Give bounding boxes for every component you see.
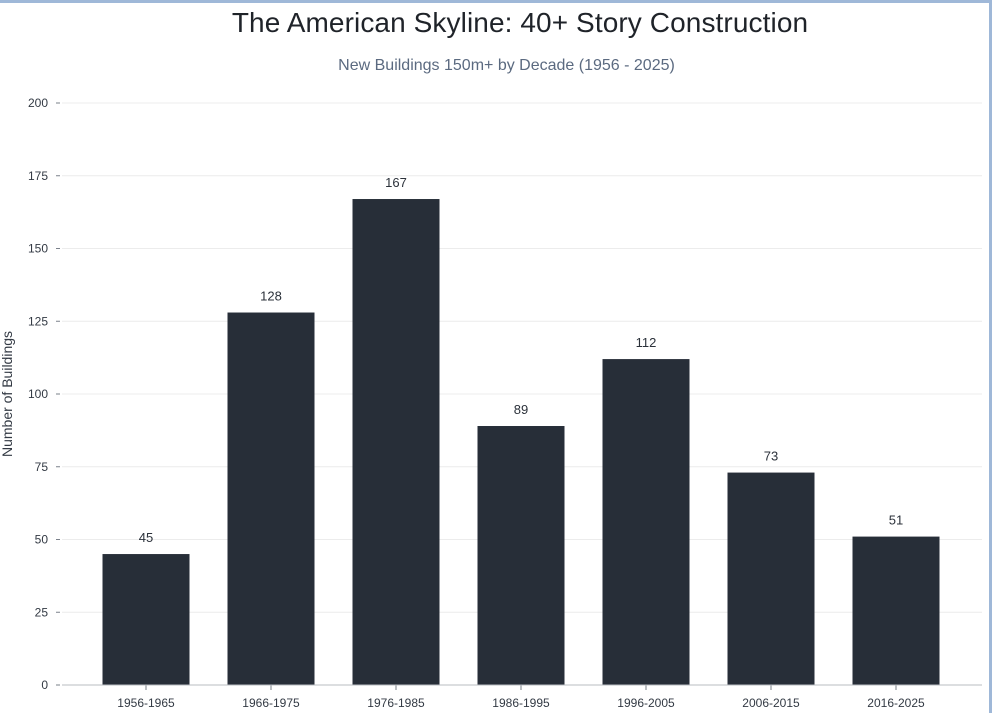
y-tick-label: 125 [28, 314, 48, 328]
x-tick-label: 1986-1995 [492, 696, 550, 710]
bar-value-label: 51 [889, 513, 903, 528]
bars: 45 128 167 89 112 73 51 [102, 175, 940, 685]
bar-value-label: 112 [636, 335, 657, 350]
x-tick-label: 1976-1985 [367, 696, 425, 710]
chart-title: The American Skyline: 40+ Story Construc… [231, 7, 809, 38]
chart-subtitle: New Buildings 150m+ by Decade (1956 - 20… [338, 57, 675, 74]
bar [602, 359, 690, 685]
y-tick-label: 150 [28, 242, 48, 256]
x-tick-label: 2006-2015 [742, 696, 800, 710]
bar [352, 199, 440, 685]
x-tick-label: 1966-1975 [242, 696, 300, 710]
y-tick-label: 200 [28, 96, 48, 110]
bar-chart: 0 25 50 75 100 125 150 175 200 45 128 167 89 112 73 51… [0, 96, 982, 710]
x-axis-ticks: 1956-1965 1966-1975 1976-1985 1986-1995 1996… [117, 685, 925, 710]
y-tick-label: 175 [28, 169, 48, 183]
bar-value-label: 45 [139, 530, 153, 545]
x-tick-label: 1956-1965 [117, 696, 175, 710]
y-tick-label: 75 [35, 460, 49, 474]
bar-value-label: 128 [260, 289, 282, 304]
y-tick-label: 100 [28, 387, 48, 401]
bar [102, 554, 190, 685]
y-tick-label: 50 [35, 533, 49, 547]
x-tick-label: 2016-2025 [867, 696, 925, 710]
y-tick-label: 25 [35, 605, 49, 619]
x-tick-label: 1996-2005 [617, 696, 675, 710]
bar [477, 426, 565, 685]
bar [727, 472, 815, 685]
y-axis-title: Number of Buildings [0, 331, 15, 457]
bar-value-label: 73 [764, 449, 778, 464]
bar-value-label: 89 [514, 402, 528, 417]
bar [227, 312, 315, 685]
y-axis-ticks: 0 25 50 75 100 125 150 175 200 [28, 96, 60, 692]
y-tick-label: 0 [41, 678, 48, 692]
bar-value-label: 167 [385, 175, 407, 190]
bar [852, 536, 940, 685]
